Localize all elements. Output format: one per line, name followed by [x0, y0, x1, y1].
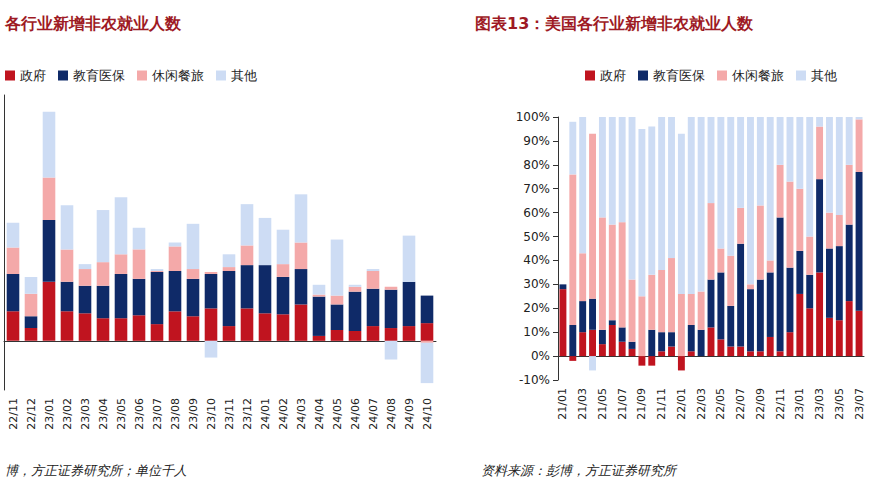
svg-text:21/01: 21/01 [556, 388, 569, 420]
svg-text:0%: 0% [531, 349, 550, 363]
svg-text:其他: 其他 [811, 68, 837, 83]
svg-text:30%: 30% [523, 277, 550, 291]
svg-text:23/01: 23/01 [793, 388, 806, 420]
svg-text:60%: 60% [523, 206, 550, 220]
svg-text:22/01: 22/01 [675, 388, 688, 420]
svg-text:资料来源：彭博，方正证券研究所: 资料来源：彭博，方正证券研究所 [481, 463, 678, 478]
svg-text:各行业新增非农就业人数: 各行业新增非农就业人数 [4, 14, 182, 33]
svg-text:24/01: 24/01 [259, 398, 272, 430]
svg-text:博，方正证券研究所；单位千人: 博，方正证券研究所；单位千人 [5, 463, 187, 478]
svg-text:休闲餐旅: 休闲餐旅 [732, 68, 784, 83]
svg-text:22/12: 22/12 [25, 398, 38, 430]
svg-text:80%: 80% [523, 158, 550, 172]
svg-text:政府: 政府 [600, 68, 626, 83]
svg-text:24/07: 24/07 [367, 398, 380, 430]
svg-text:23/12: 23/12 [241, 398, 254, 430]
svg-text:23/09: 23/09 [187, 398, 200, 430]
svg-text:70%: 70% [523, 182, 550, 196]
svg-text:23/06: 23/06 [133, 398, 146, 430]
svg-text:21/07: 21/07 [616, 388, 629, 420]
svg-text:22/05: 22/05 [714, 388, 727, 420]
svg-text:-10%: -10% [519, 373, 550, 387]
svg-text:23/10: 23/10 [205, 398, 218, 430]
svg-text:24/02: 24/02 [277, 398, 290, 430]
svg-text:教育医保: 教育医保 [73, 68, 125, 83]
svg-text:50%: 50% [523, 230, 550, 244]
svg-text:24/05: 24/05 [331, 398, 344, 430]
svg-text:24/09: 24/09 [403, 398, 416, 430]
svg-text:22/09: 22/09 [754, 388, 767, 420]
svg-text:22/03: 22/03 [695, 388, 708, 420]
svg-text:23/03: 23/03 [813, 388, 826, 420]
svg-text:23/05: 23/05 [115, 398, 128, 430]
svg-text:24/06: 24/06 [349, 398, 362, 430]
svg-text:21/05: 21/05 [596, 388, 609, 420]
svg-text:24/08: 24/08 [385, 398, 398, 430]
svg-text:其他: 其他 [231, 68, 257, 83]
svg-text:休闲餐旅: 休闲餐旅 [152, 68, 204, 83]
svg-text:22/11: 22/11 [7, 398, 20, 430]
svg-text:21/11: 21/11 [655, 388, 668, 420]
svg-text:23/01: 23/01 [43, 398, 56, 430]
svg-text:22/07: 22/07 [734, 388, 747, 420]
svg-text:图表13：美国各行业新增非农就业人数: 图表13：美国各行业新增非农就业人数 [475, 14, 754, 33]
svg-text:21/09: 21/09 [635, 388, 648, 420]
svg-text:23/03: 23/03 [79, 398, 92, 430]
svg-text:21/03: 21/03 [576, 388, 589, 420]
svg-text:23/07: 23/07 [151, 398, 164, 430]
svg-text:24/04: 24/04 [313, 398, 326, 430]
svg-text:22/11: 22/11 [774, 388, 787, 420]
svg-text:23/04: 23/04 [97, 398, 110, 430]
svg-text:教育医保: 教育医保 [653, 68, 705, 83]
svg-text:24/10: 24/10 [421, 398, 434, 430]
svg-text:100%: 100% [516, 110, 550, 124]
svg-text:40%: 40% [523, 253, 550, 267]
svg-text:90%: 90% [523, 134, 550, 148]
svg-text:24/03: 24/03 [295, 398, 308, 430]
svg-text:23/07: 23/07 [853, 388, 866, 420]
svg-text:10%: 10% [523, 325, 550, 339]
svg-text:23/08: 23/08 [169, 398, 182, 430]
svg-text:23/11: 23/11 [223, 398, 236, 430]
svg-text:23/02: 23/02 [61, 398, 74, 430]
svg-text:政府: 政府 [20, 68, 46, 83]
svg-text:23/05: 23/05 [833, 388, 846, 420]
svg-text:20%: 20% [523, 301, 550, 315]
